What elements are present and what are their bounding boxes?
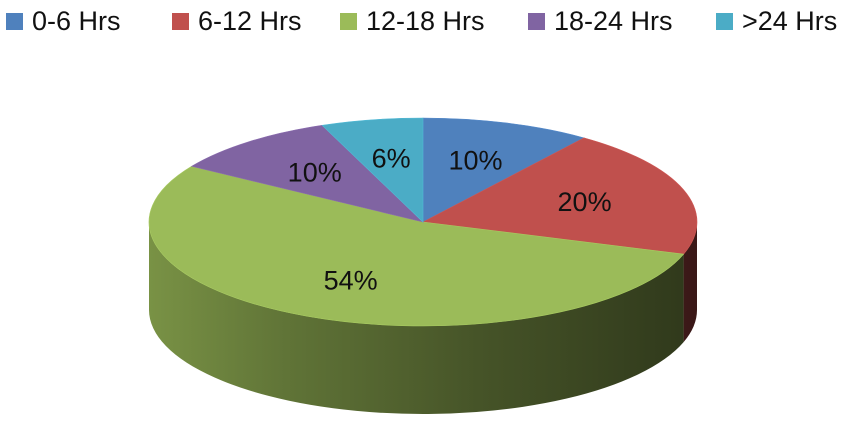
legend-swatch-gt-24-hrs (716, 12, 733, 30)
legend-item-gt-24-hrs: >24 Hrs (716, 4, 837, 38)
legend-item-6-12-hrs: 6-12 Hrs (172, 4, 302, 38)
legend-label-6-12-hrs: 6-12 Hrs (198, 5, 302, 36)
chart-legend: 0-6 Hrs 6-12 Hrs 12-18 Hrs 18-24 Hrs >24… (0, 0, 850, 40)
legend-item-18-24-hrs: 18-24 Hrs (528, 4, 673, 38)
pie-slice-18-24-hrs (190, 124, 425, 223)
legend-item-12-18-hrs: 12-18 Hrs (340, 4, 485, 38)
pie-slices (148, 117, 698, 327)
pie-side-6-12-hrs (683, 222, 697, 343)
legend-swatch-6-12-hrs (172, 12, 189, 30)
data-label-12-18-hrs: 54% (324, 265, 378, 295)
pie-slice-0-6-hrs (422, 117, 585, 223)
pie-slice-gt-24-hrs (321, 117, 424, 223)
pie-slice-6-12-hrs (422, 137, 698, 255)
pie-side-12-18-hrs (149, 222, 684, 415)
legend-label-18-24-hrs: 18-24 Hrs (554, 5, 673, 36)
pie-side-walls (149, 222, 697, 415)
legend-swatch-12-18-hrs (340, 12, 357, 30)
legend-label-gt-24-hrs: >24 Hrs (742, 5, 838, 36)
legend-label-0-6-hrs: 0-6 Hrs (32, 5, 121, 36)
legend-label-12-18-hrs: 12-18 Hrs (366, 5, 485, 36)
pie-slice-12-18-hrs (148, 165, 685, 327)
legend-swatch-18-24-hrs (528, 12, 545, 30)
legend-swatch-0-6-hrs (6, 12, 23, 30)
pie-data-labels: 10% 20% 54% 10% 6% (288, 144, 612, 296)
data-label-18-24-hrs: 10% (288, 157, 342, 187)
data-label-0-6-hrs: 10% (448, 146, 502, 176)
data-label-gt-24-hrs: 6% (372, 144, 411, 174)
legend-item-0-6-hrs: 0-6 Hrs (6, 4, 121, 38)
data-label-6-12-hrs: 20% (558, 187, 612, 217)
